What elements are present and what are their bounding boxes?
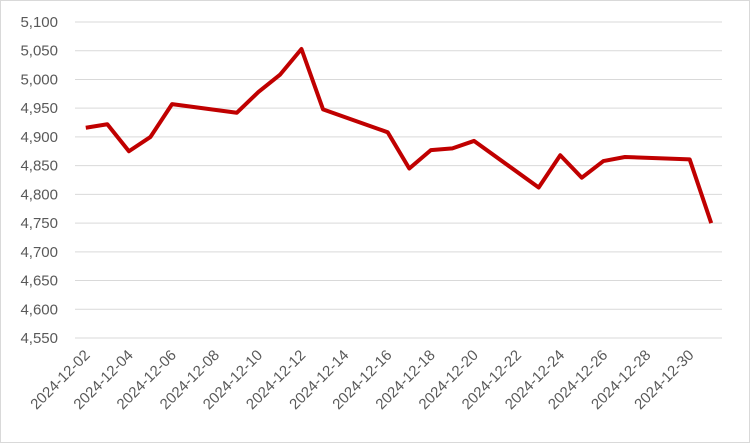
y-tick-label: 4,800	[20, 186, 58, 203]
y-tick-label: 5,050	[20, 43, 58, 60]
y-tick-label: 4,650	[20, 273, 58, 290]
y-tick-label: 4,700	[20, 244, 58, 261]
y-tick-label: 4,600	[20, 301, 58, 318]
data-line	[85, 47, 714, 224]
y-tick-label: 5,100	[20, 14, 58, 31]
y-tick-label: 4,850	[20, 158, 58, 175]
y-tick-label: 4,900	[20, 129, 58, 146]
y-tick-label: 4,950	[20, 100, 58, 117]
y-tick-label: 4,550	[20, 330, 58, 347]
y-tick-label: 4,750	[20, 215, 58, 232]
y-tick-label: 5,000	[20, 71, 58, 88]
